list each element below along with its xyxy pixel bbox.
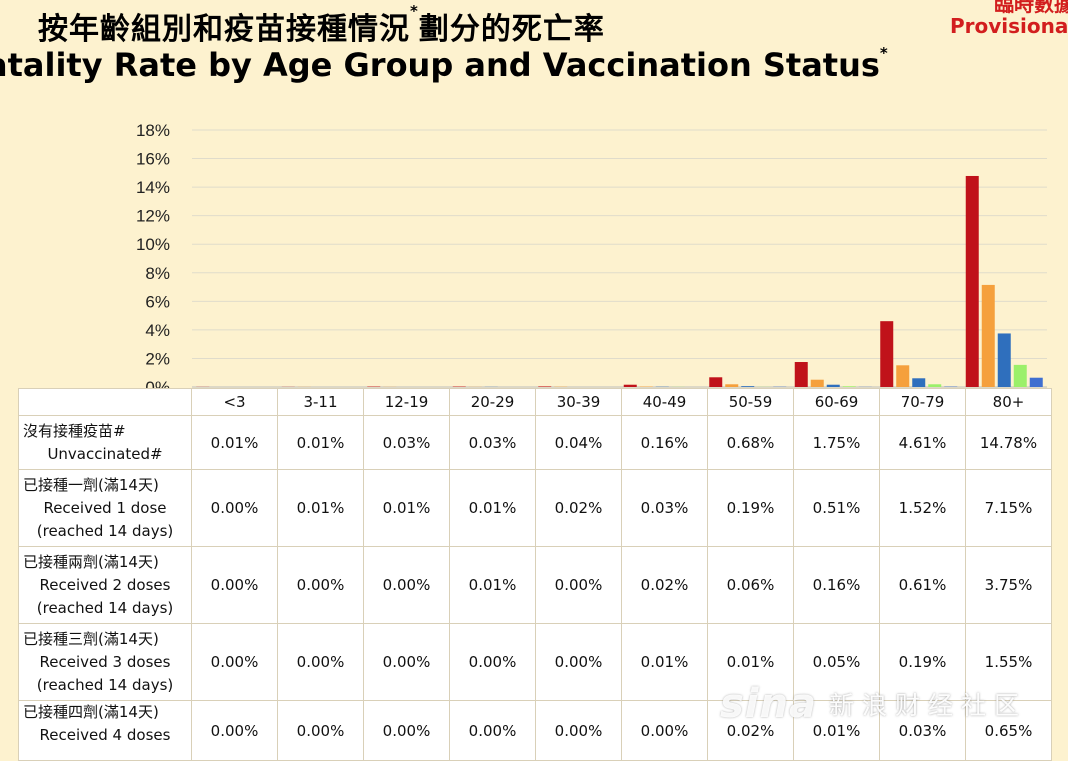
table-cell: 0.01% bbox=[622, 624, 708, 701]
column-header: 60-69 bbox=[794, 389, 880, 416]
table-cell: 0.00% bbox=[364, 547, 450, 624]
y-tick-label: 10% bbox=[136, 235, 170, 254]
bar-dose1 bbox=[896, 365, 909, 387]
table-cell: 0.02% bbox=[622, 547, 708, 624]
table-cell: 0.00% bbox=[536, 547, 622, 624]
table-cell: 0.00% bbox=[278, 547, 364, 624]
table-cell: 0.01% bbox=[450, 547, 536, 624]
column-header: <3 bbox=[192, 389, 278, 416]
table-cell: 0.01% bbox=[192, 416, 278, 470]
table-cell: 4.61% bbox=[880, 416, 966, 470]
column-header: 80+ bbox=[966, 389, 1052, 416]
table-header-row: <3 3-11 12-19 20-29 30-39 40-49 50-59 60… bbox=[19, 389, 1052, 416]
bar-dose3 bbox=[1014, 365, 1027, 387]
table-cell: 0.00% bbox=[450, 624, 536, 701]
row-label: 已接種三劑(滿14天) Received 3 doses (reached 14… bbox=[19, 624, 192, 701]
table-cell: 0.68% bbox=[708, 416, 794, 470]
table-cell: 3.75% bbox=[966, 547, 1052, 624]
bar-dose1 bbox=[982, 285, 995, 387]
y-tick-label: 14% bbox=[136, 178, 170, 197]
y-tick-label: 12% bbox=[136, 207, 170, 226]
table-cell: 0.01% bbox=[278, 470, 364, 547]
table-cell: 1.52% bbox=[880, 470, 966, 547]
row-label: 已接種兩劑(滿14天) Received 2 doses (reached 14… bbox=[19, 547, 192, 624]
table-cell: 0.19% bbox=[708, 470, 794, 547]
bar-dose2 bbox=[912, 378, 925, 387]
table-row-unvaccinated: 沒有接種疫苗# Unvaccinated# 0.01% 0.01% 0.03% … bbox=[19, 416, 1052, 470]
table-row-dose1: 已接種一劑(滿14天) Received 1 dose (reached 14 … bbox=[19, 470, 1052, 547]
row-label: 沒有接種疫苗# Unvaccinated# bbox=[19, 416, 192, 470]
chart-gridlines bbox=[192, 130, 1047, 387]
y-tick-label: 6% bbox=[145, 292, 170, 311]
column-header: 30-39 bbox=[536, 389, 622, 416]
bar-dose1 bbox=[725, 384, 738, 387]
y-tick-label: 8% bbox=[145, 264, 170, 283]
bar-unvaccinated bbox=[795, 362, 808, 387]
table-cell: 0.00% bbox=[278, 624, 364, 701]
watermark-text: 新浪财经社区 bbox=[829, 686, 1027, 722]
table-cell: 0.03% bbox=[364, 416, 450, 470]
column-header: 70-79 bbox=[880, 389, 966, 416]
table-cell: 0.01% bbox=[450, 470, 536, 547]
bar-dose3 bbox=[843, 386, 856, 387]
column-header: 12-19 bbox=[364, 389, 450, 416]
bar-dose4 bbox=[1030, 378, 1043, 387]
column-header: 20-29 bbox=[450, 389, 536, 416]
table-cell: 0.02% bbox=[536, 470, 622, 547]
table-corner-cell bbox=[19, 389, 192, 416]
chart-bars bbox=[196, 176, 1043, 387]
table-cell: 0.61% bbox=[880, 547, 966, 624]
table-cell: 1.75% bbox=[794, 416, 880, 470]
column-header: 50-59 bbox=[708, 389, 794, 416]
table-cell: 0.00% bbox=[364, 624, 450, 701]
table-cell: 0.00% bbox=[192, 470, 278, 547]
bar-chart: 0%2%4%6%8%10%12%14%16%18% bbox=[0, 0, 1068, 400]
sina-watermark: sina 新浪财经社区 bbox=[720, 674, 1027, 734]
bar-unvaccinated bbox=[709, 377, 722, 387]
bar-unvaccinated bbox=[624, 385, 637, 387]
table-cell: 0.06% bbox=[708, 547, 794, 624]
table-cell: 0.03% bbox=[450, 416, 536, 470]
y-tick-label: 16% bbox=[136, 150, 170, 169]
table-cell: 0.51% bbox=[794, 470, 880, 547]
y-tick-label: 4% bbox=[145, 321, 170, 340]
y-tick-label: 18% bbox=[136, 121, 170, 140]
row-label: 已接種一劑(滿14天) Received 1 dose (reached 14 … bbox=[19, 470, 192, 547]
bar-dose2 bbox=[741, 386, 754, 387]
bar-dose2 bbox=[827, 385, 840, 387]
table-row-dose2: 已接種兩劑(滿14天) Received 2 doses (reached 14… bbox=[19, 547, 1052, 624]
table-cell: 0.00% bbox=[192, 547, 278, 624]
bar-unvaccinated bbox=[538, 386, 551, 387]
table-cell: 0.03% bbox=[622, 470, 708, 547]
table-cell: 14.78% bbox=[966, 416, 1052, 470]
table-cell: 0.00% bbox=[192, 624, 278, 701]
table-cell: 0.04% bbox=[536, 416, 622, 470]
bar-unvaccinated bbox=[880, 321, 893, 387]
table-cell: 0.00% bbox=[536, 624, 622, 701]
bar-dose3 bbox=[928, 384, 941, 387]
column-header: 3-11 bbox=[278, 389, 364, 416]
sina-logo: sina bbox=[720, 681, 817, 727]
bar-dose2 bbox=[998, 333, 1011, 387]
bar-dose1 bbox=[811, 380, 824, 387]
table-cell: 7.15% bbox=[966, 470, 1052, 547]
y-axis-ticks: 0%2%4%6%8%10%12%14%16%18% bbox=[136, 121, 170, 397]
table-cell: 0.16% bbox=[622, 416, 708, 470]
table-cell: 0.01% bbox=[364, 470, 450, 547]
bar-unvaccinated bbox=[966, 176, 979, 387]
table-cell: 0.01% bbox=[278, 416, 364, 470]
table-cell: 0.16% bbox=[794, 547, 880, 624]
column-header: 40-49 bbox=[622, 389, 708, 416]
y-tick-label: 2% bbox=[145, 349, 170, 368]
